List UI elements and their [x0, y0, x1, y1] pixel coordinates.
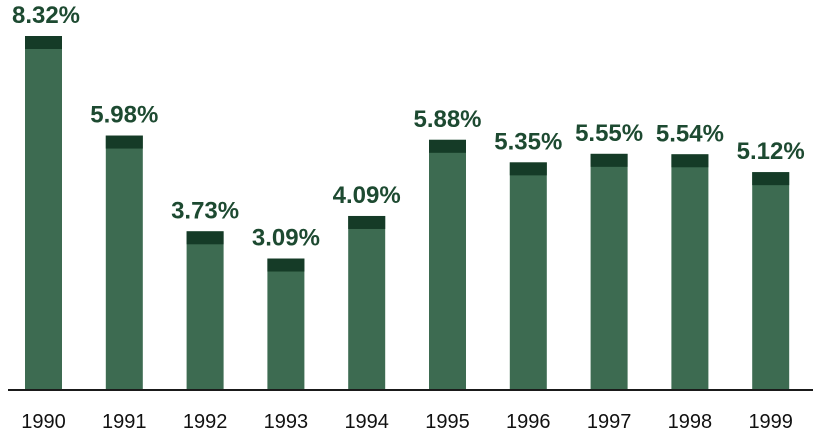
value-label: 5.35% [494, 128, 562, 155]
x-tick-label: 1990 [21, 411, 66, 433]
value-label: 5.55% [575, 120, 643, 147]
bar-cap [25, 36, 62, 49]
value-label: 3.73% [171, 197, 239, 224]
bar-cap [671, 154, 709, 168]
x-tick-label: 1998 [668, 411, 713, 433]
bar [25, 36, 62, 390]
bar [429, 139, 466, 390]
bar-cap [186, 231, 224, 245]
value-label: 5.54% [656, 120, 724, 147]
bar [509, 162, 547, 390]
bar [752, 172, 790, 390]
value-label: 5.88% [413, 106, 481, 133]
x-tick-label: 1995 [425, 411, 470, 433]
x-tick-label: 1994 [344, 411, 389, 433]
bar-cap [509, 162, 547, 176]
x-tick-label: 1992 [183, 411, 228, 433]
bar-cap [267, 258, 305, 272]
bar [671, 154, 709, 390]
value-label: 5.98% [90, 102, 158, 129]
bar [348, 215, 386, 390]
x-tick-label: 1997 [587, 411, 632, 433]
bar [186, 231, 224, 390]
bar [267, 258, 305, 390]
bar-cap [105, 135, 143, 149]
bar-cap [590, 153, 628, 167]
bar-cap [429, 139, 466, 153]
value-label: 4.09% [333, 182, 401, 209]
bar-cap [348, 215, 386, 229]
bar-cap [752, 172, 790, 186]
bar [105, 135, 143, 390]
value-label: 8.32% [12, 2, 80, 29]
value-label: 5.12% [737, 138, 805, 165]
bar [590, 153, 628, 390]
x-tick-label: 1996 [506, 411, 551, 433]
value-label: 3.09% [252, 225, 320, 252]
x-tick-label: 1993 [264, 411, 309, 433]
x-tick-label: 1991 [102, 411, 147, 433]
x-tick-label: 1999 [748, 411, 793, 433]
